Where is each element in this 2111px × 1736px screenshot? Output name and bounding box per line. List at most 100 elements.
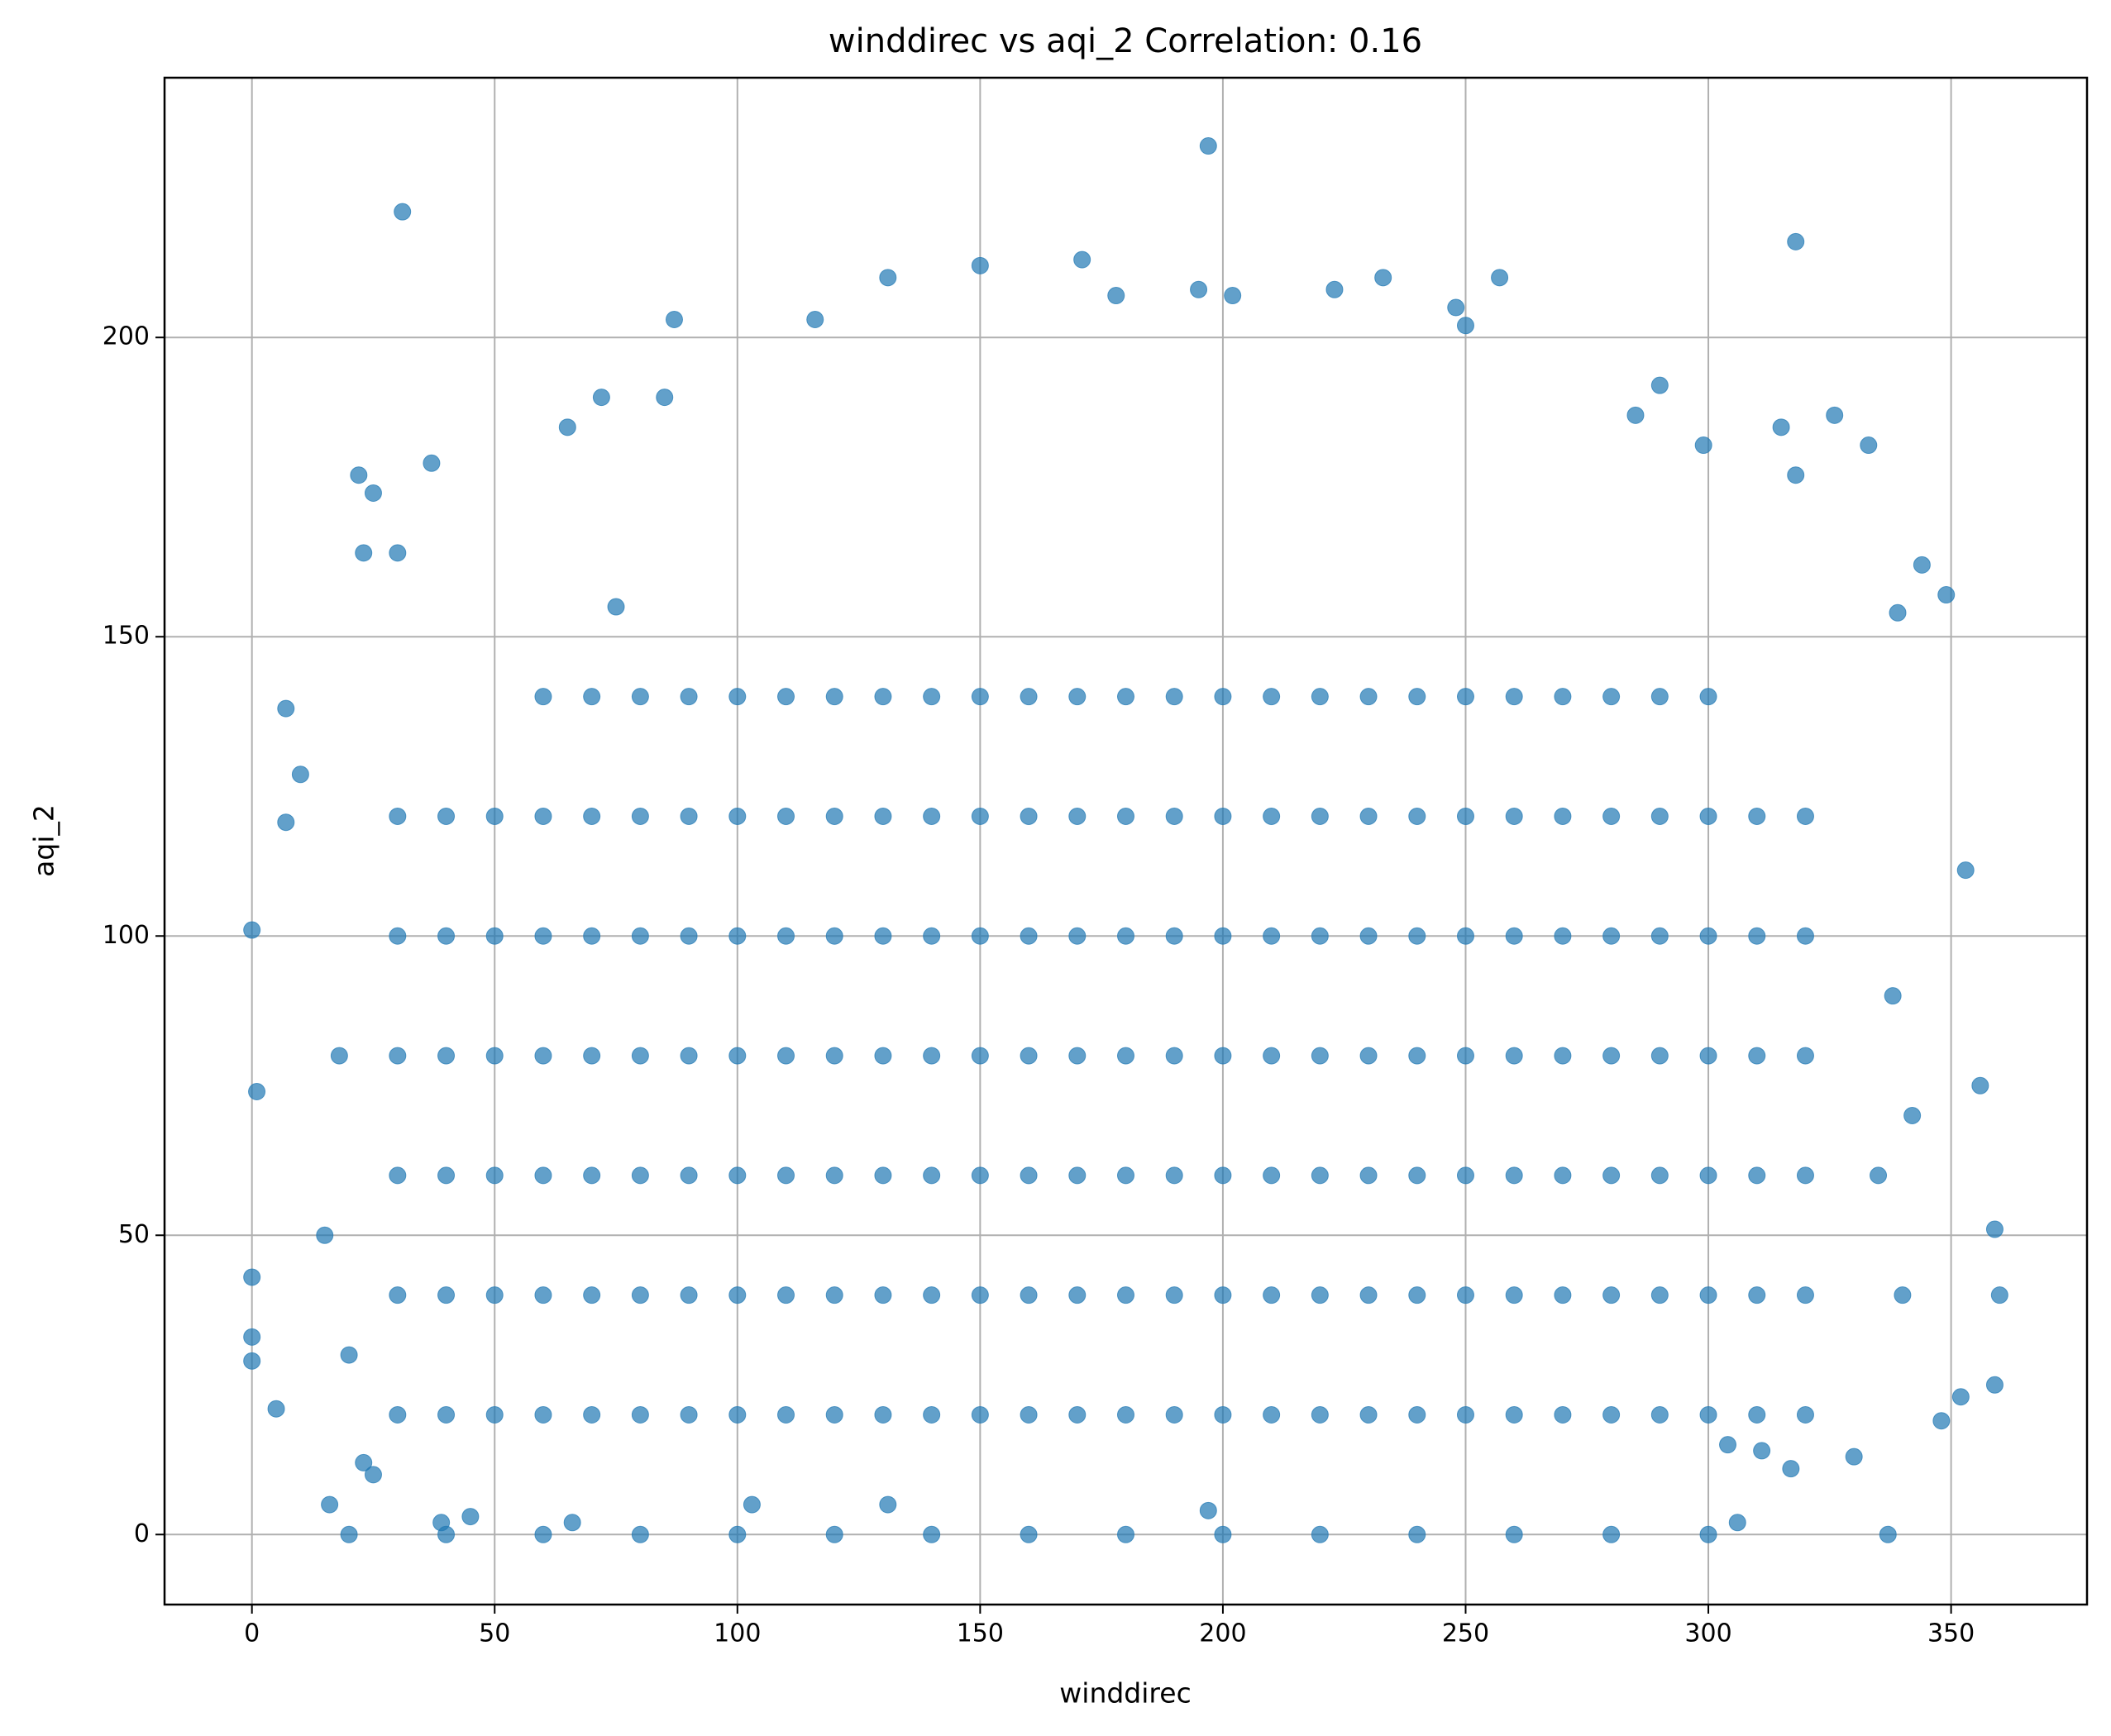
point [1117, 1525, 1134, 1543]
point [1117, 1405, 1134, 1424]
point [728, 688, 747, 706]
point [558, 418, 576, 436]
point [1311, 1286, 1329, 1304]
point [389, 1047, 407, 1065]
point [1937, 586, 1956, 604]
point [1699, 1047, 1717, 1065]
point [806, 311, 824, 329]
point [1796, 1286, 1814, 1304]
point [1626, 406, 1645, 424]
point [1214, 1405, 1232, 1424]
point [583, 807, 601, 825]
point [1913, 556, 1931, 574]
point [1787, 466, 1805, 484]
point [1505, 807, 1523, 825]
point [728, 1286, 747, 1304]
point [1359, 688, 1378, 706]
point [1117, 807, 1134, 825]
point [1068, 1286, 1087, 1304]
point [1311, 688, 1329, 706]
point [1796, 1405, 1814, 1424]
x-tick-label: 300 [1684, 1619, 1731, 1648]
point [277, 813, 295, 832]
point [534, 1286, 552, 1304]
point [583, 1166, 601, 1185]
point [1456, 1047, 1474, 1065]
point [1107, 287, 1125, 305]
point [1699, 1166, 1717, 1185]
point [1505, 1047, 1523, 1065]
point [321, 1495, 339, 1514]
point [1408, 1405, 1426, 1424]
point [1456, 1166, 1474, 1185]
point [1650, 688, 1669, 706]
point [316, 1226, 334, 1244]
point [1650, 1286, 1669, 1304]
point [874, 1405, 892, 1424]
point [1971, 1076, 1989, 1095]
y-tick-label: 0 [134, 1519, 150, 1548]
point [923, 927, 941, 945]
point [1985, 1376, 2004, 1394]
point [1602, 807, 1621, 825]
point [1694, 436, 1712, 455]
point [437, 1286, 456, 1304]
point [1165, 1405, 1183, 1424]
point [1456, 1286, 1474, 1304]
point [1602, 927, 1621, 945]
point [1311, 927, 1329, 945]
point [1699, 807, 1717, 825]
point [1263, 927, 1281, 945]
point [592, 389, 610, 407]
point [825, 807, 843, 825]
point [1845, 1447, 1863, 1466]
point [1020, 1286, 1038, 1304]
point [1214, 688, 1232, 706]
point [243, 1328, 261, 1346]
point [534, 688, 552, 706]
point [1020, 1166, 1038, 1185]
point [631, 688, 649, 706]
point [243, 1352, 261, 1370]
point [680, 927, 698, 945]
point [1117, 927, 1134, 945]
point [1117, 1047, 1134, 1065]
point [1263, 1286, 1281, 1304]
point [1748, 1047, 1766, 1065]
point [243, 921, 261, 939]
point [1748, 1166, 1766, 1185]
point [1263, 1405, 1281, 1424]
point [1505, 1166, 1523, 1185]
point [825, 1286, 843, 1304]
point [665, 311, 683, 329]
ticks: 0 50 100 150 200 250 300 350 0 50 100 150 200 [103, 322, 1975, 1648]
point [534, 927, 552, 945]
point [1214, 1166, 1232, 1185]
point [1782, 1460, 1800, 1478]
point [389, 1286, 407, 1304]
point [1787, 232, 1805, 250]
point [1951, 1388, 1970, 1406]
point [583, 1047, 601, 1065]
point [583, 688, 601, 706]
y-axis-label: aqi_2 [28, 804, 60, 877]
point [777, 1286, 795, 1304]
chart-title: winddirec vs aqi_2 Correlation: 0.16 [829, 22, 1422, 60]
point [879, 269, 897, 287]
point [340, 1525, 358, 1543]
point [1932, 1412, 1951, 1430]
point [1456, 807, 1474, 825]
point [1020, 1047, 1038, 1065]
point [825, 1525, 843, 1543]
point [534, 1405, 552, 1424]
point [364, 484, 382, 502]
point [1456, 688, 1474, 706]
point [1020, 1405, 1038, 1424]
point [1554, 1047, 1572, 1065]
point [874, 927, 892, 945]
point [1456, 927, 1474, 945]
point [1117, 1286, 1134, 1304]
point [1359, 1286, 1378, 1304]
point [485, 1047, 504, 1065]
